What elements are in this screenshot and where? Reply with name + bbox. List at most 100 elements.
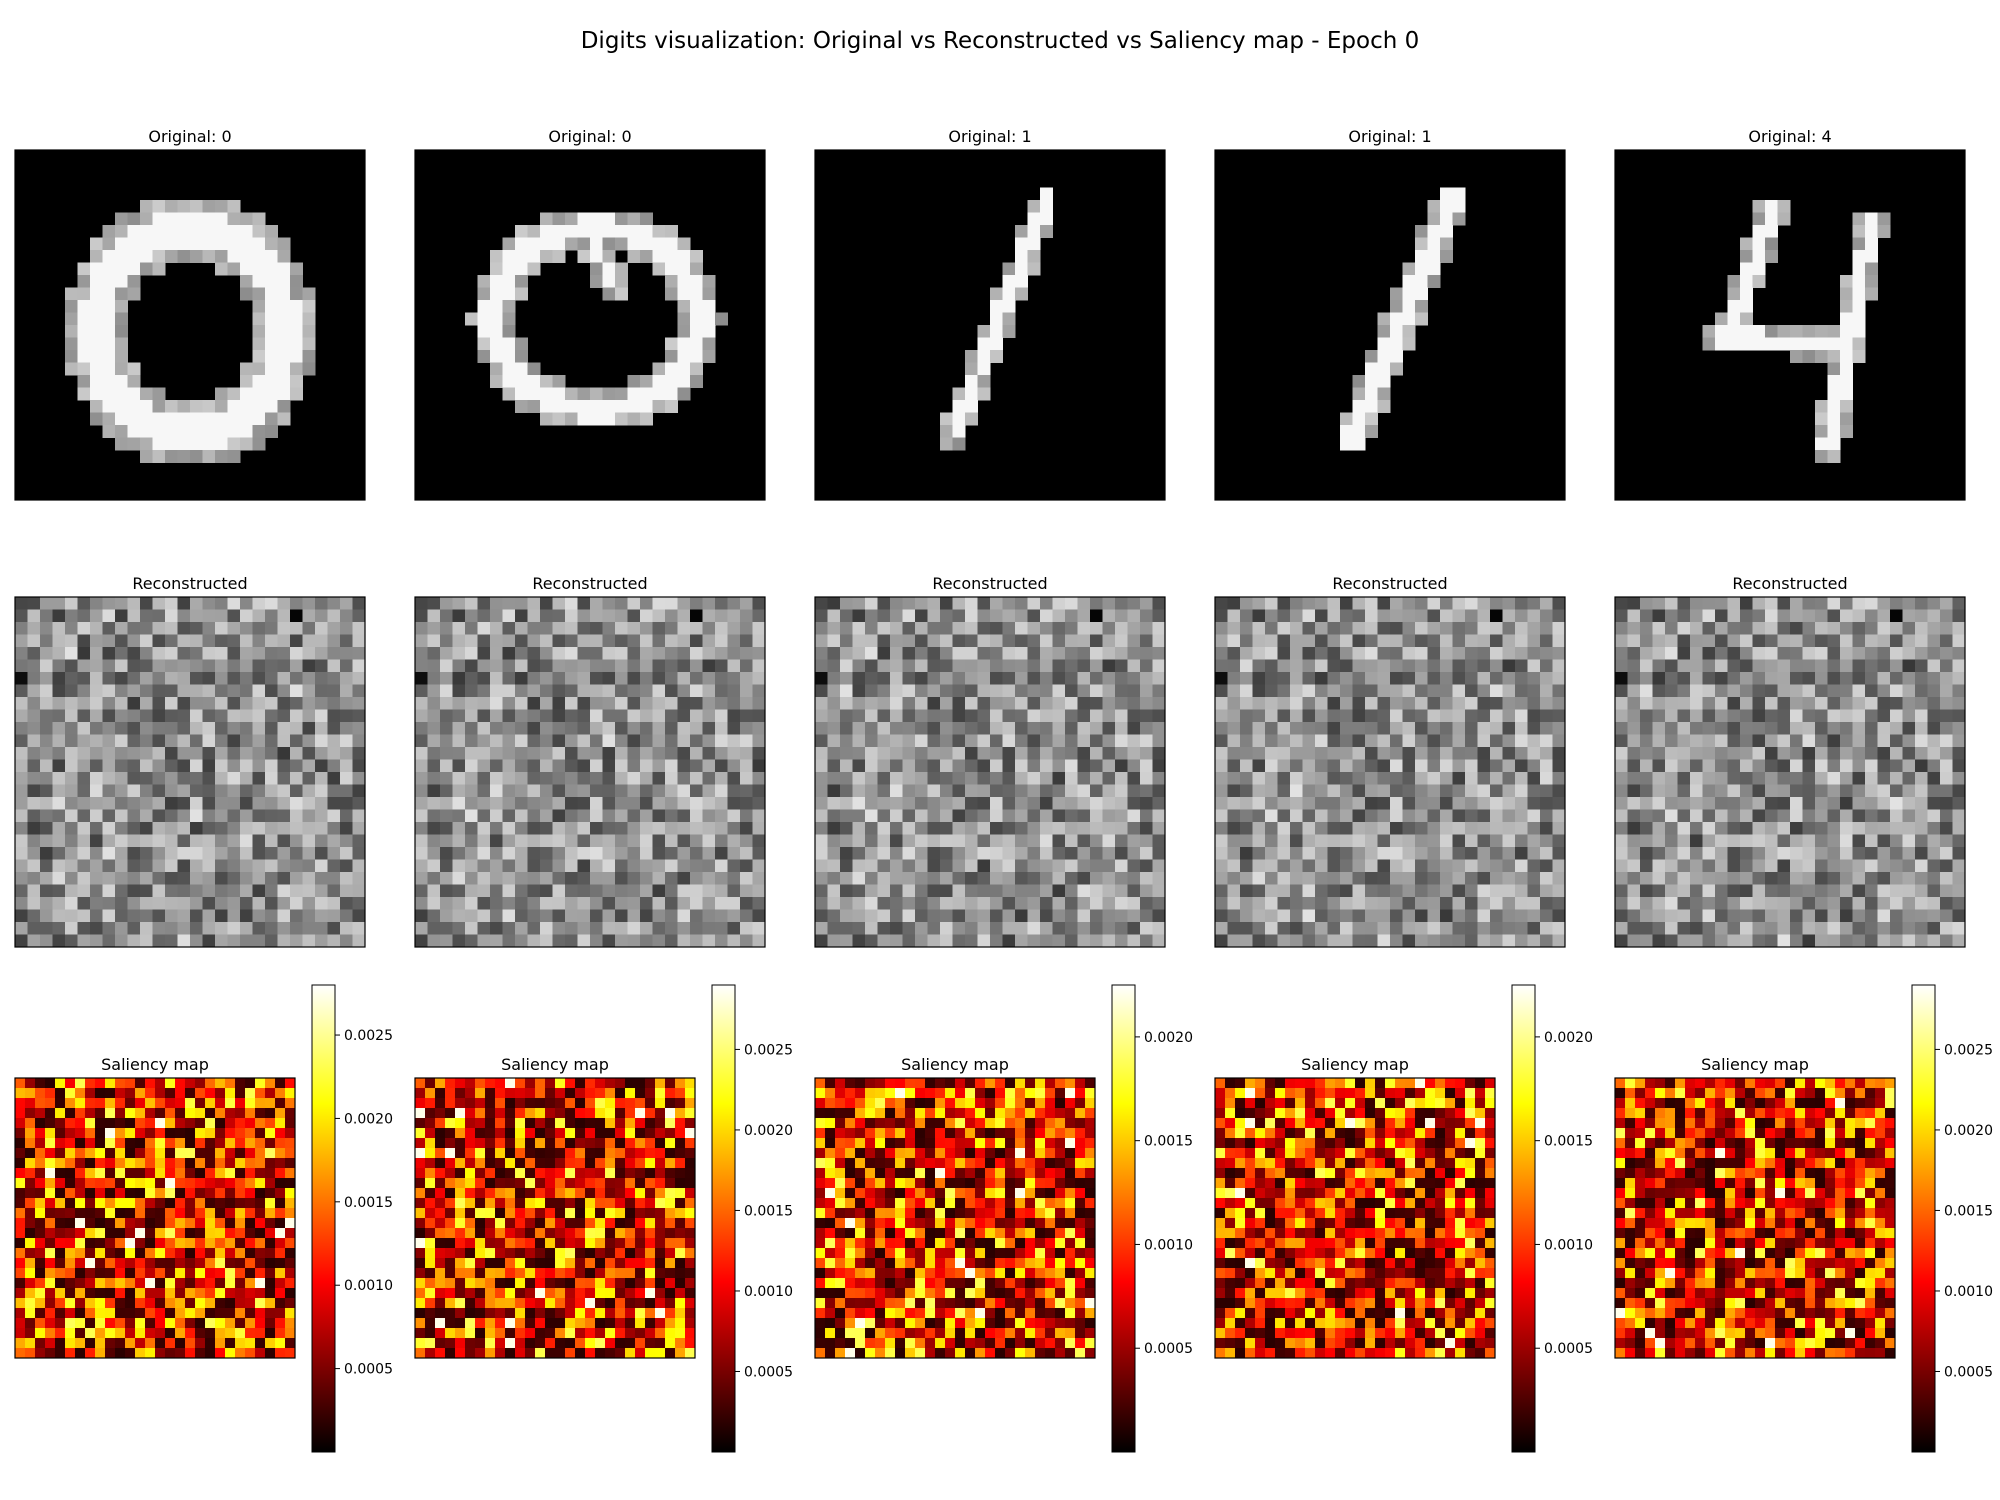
heatmap-cell: [1527, 872, 1541, 885]
heatmap-cell: [90, 734, 103, 748]
heatmap-cell: [1540, 659, 1553, 673]
heatmap-cell: [865, 859, 878, 873]
heatmap-cell: [1227, 634, 1241, 648]
heatmap-cell: [252, 859, 266, 873]
heatmap-cell: [740, 822, 753, 835]
heatmap-cell: [1527, 909, 1541, 923]
heatmap-cell: [315, 634, 328, 648]
heatmap-cell: [1465, 684, 1478, 698]
heatmap-cell: [302, 859, 316, 873]
heatmap-cell: [602, 922, 616, 935]
heatmap-cell: [115, 597, 128, 610]
heatmap-cell: [1540, 609, 1553, 623]
heatmap-cell: [515, 884, 528, 898]
heatmap-cell: [55, 1168, 66, 1179]
heatmap-cell: [1827, 834, 1841, 848]
heatmap-cell: [235, 1118, 246, 1129]
heatmap-cell: [1827, 425, 1841, 438]
heatmap-cell: [540, 659, 553, 673]
heatmap-cell: [1652, 934, 1666, 948]
heatmap-cell: [1477, 597, 1491, 610]
heatmap-cell: [665, 809, 678, 823]
heatmap-cell: [877, 859, 891, 873]
heatmap-cell: [1940, 622, 1953, 635]
heatmap-cell: [227, 225, 241, 238]
heatmap-cell: [740, 759, 753, 773]
heatmap-cell: [665, 822, 678, 835]
heatmap-cell: [1752, 734, 1766, 748]
heatmap-cell: [665, 659, 678, 673]
heatmap-cell: [1740, 597, 1753, 610]
heatmap-cell: [235, 1158, 246, 1169]
heatmap-cell: [952, 412, 966, 426]
heatmap-cell: [477, 722, 491, 735]
heatmap-cell: [115, 909, 128, 923]
heatmap-cell: [65, 1088, 76, 1099]
heatmap-cell: [427, 797, 441, 810]
heatmap-cell: [127, 225, 141, 238]
heatmap-cell: [1490, 759, 1503, 773]
heatmap-cell: [940, 684, 953, 698]
heatmap-cell: [565, 847, 578, 860]
heatmap-cell: [440, 672, 453, 685]
heatmap-cell: [1002, 275, 1016, 288]
heatmap-cell: [1327, 659, 1341, 673]
heatmap-cell: [77, 872, 91, 885]
heatmap-cell: [1627, 884, 1641, 898]
heatmap-cell: [135, 1188, 146, 1199]
heatmap-cell: [1777, 759, 1791, 773]
heatmap-cell: [415, 672, 428, 685]
heatmap-cell: [840, 809, 853, 823]
heatmap-cell: [1815, 847, 1828, 860]
heatmap-cell: [1790, 734, 1803, 748]
heatmap-cell: [1402, 909, 1416, 923]
heatmap-cell: [255, 1198, 266, 1209]
heatmap-cell: [1140, 772, 1153, 785]
heatmap-cell: [152, 772, 166, 785]
heatmap-cell: [915, 909, 928, 923]
heatmap-cell: [515, 400, 528, 413]
heatmap-cell: [490, 909, 503, 923]
heatmap-cell: [640, 597, 653, 610]
heatmap-cell: [1115, 622, 1128, 635]
heatmap-cell: [1002, 697, 1016, 710]
heatmap-cell: [727, 747, 741, 760]
heatmap-cell: [1327, 734, 1341, 748]
heatmap-cell: [827, 834, 841, 848]
heatmap-cell: [627, 212, 641, 226]
heatmap-cell: [815, 622, 828, 635]
heatmap-cell: [240, 437, 253, 451]
heatmap-cell: [1227, 772, 1241, 785]
heatmap-cell: [1377, 822, 1391, 835]
heatmap-cell: [1040, 187, 1053, 201]
heatmap-cell: [1677, 759, 1691, 773]
heatmap-cell: [1502, 647, 1516, 660]
heatmap-cell: [127, 847, 141, 860]
heatmap-cell: [852, 634, 866, 648]
heatmap-cell: [1477, 697, 1491, 710]
heatmap-cell: [1952, 597, 1966, 610]
heatmap-cell: [577, 747, 591, 760]
heatmap-cell: [490, 872, 503, 885]
heatmap-cell: [915, 672, 928, 685]
heatmap-cell: [127, 722, 141, 735]
heatmap-cell: [465, 634, 478, 648]
heatmap-cell: [290, 897, 303, 910]
panel-2-5: Reconstructed: [1614, 574, 1966, 948]
heatmap-cell: [527, 225, 541, 238]
heatmap-cell: [35, 1098, 46, 1109]
heatmap-cell: [1790, 897, 1803, 910]
heatmap-cell: [1290, 622, 1303, 635]
heatmap-cell: [1077, 784, 1091, 798]
heatmap-cell: [235, 1138, 246, 1149]
heatmap-cell: [1765, 772, 1778, 785]
heatmap-cell: [1702, 909, 1716, 923]
panel-2-2: Reconstructed: [414, 574, 766, 948]
heatmap-cell: [1290, 797, 1303, 810]
heatmap-cell: [352, 909, 366, 923]
heatmap-cell: [245, 1118, 256, 1129]
heatmap-cell: [1927, 759, 1941, 773]
heatmap-cell: [1440, 609, 1453, 623]
heatmap-cell: [990, 287, 1003, 301]
heatmap-cell: [540, 772, 553, 785]
